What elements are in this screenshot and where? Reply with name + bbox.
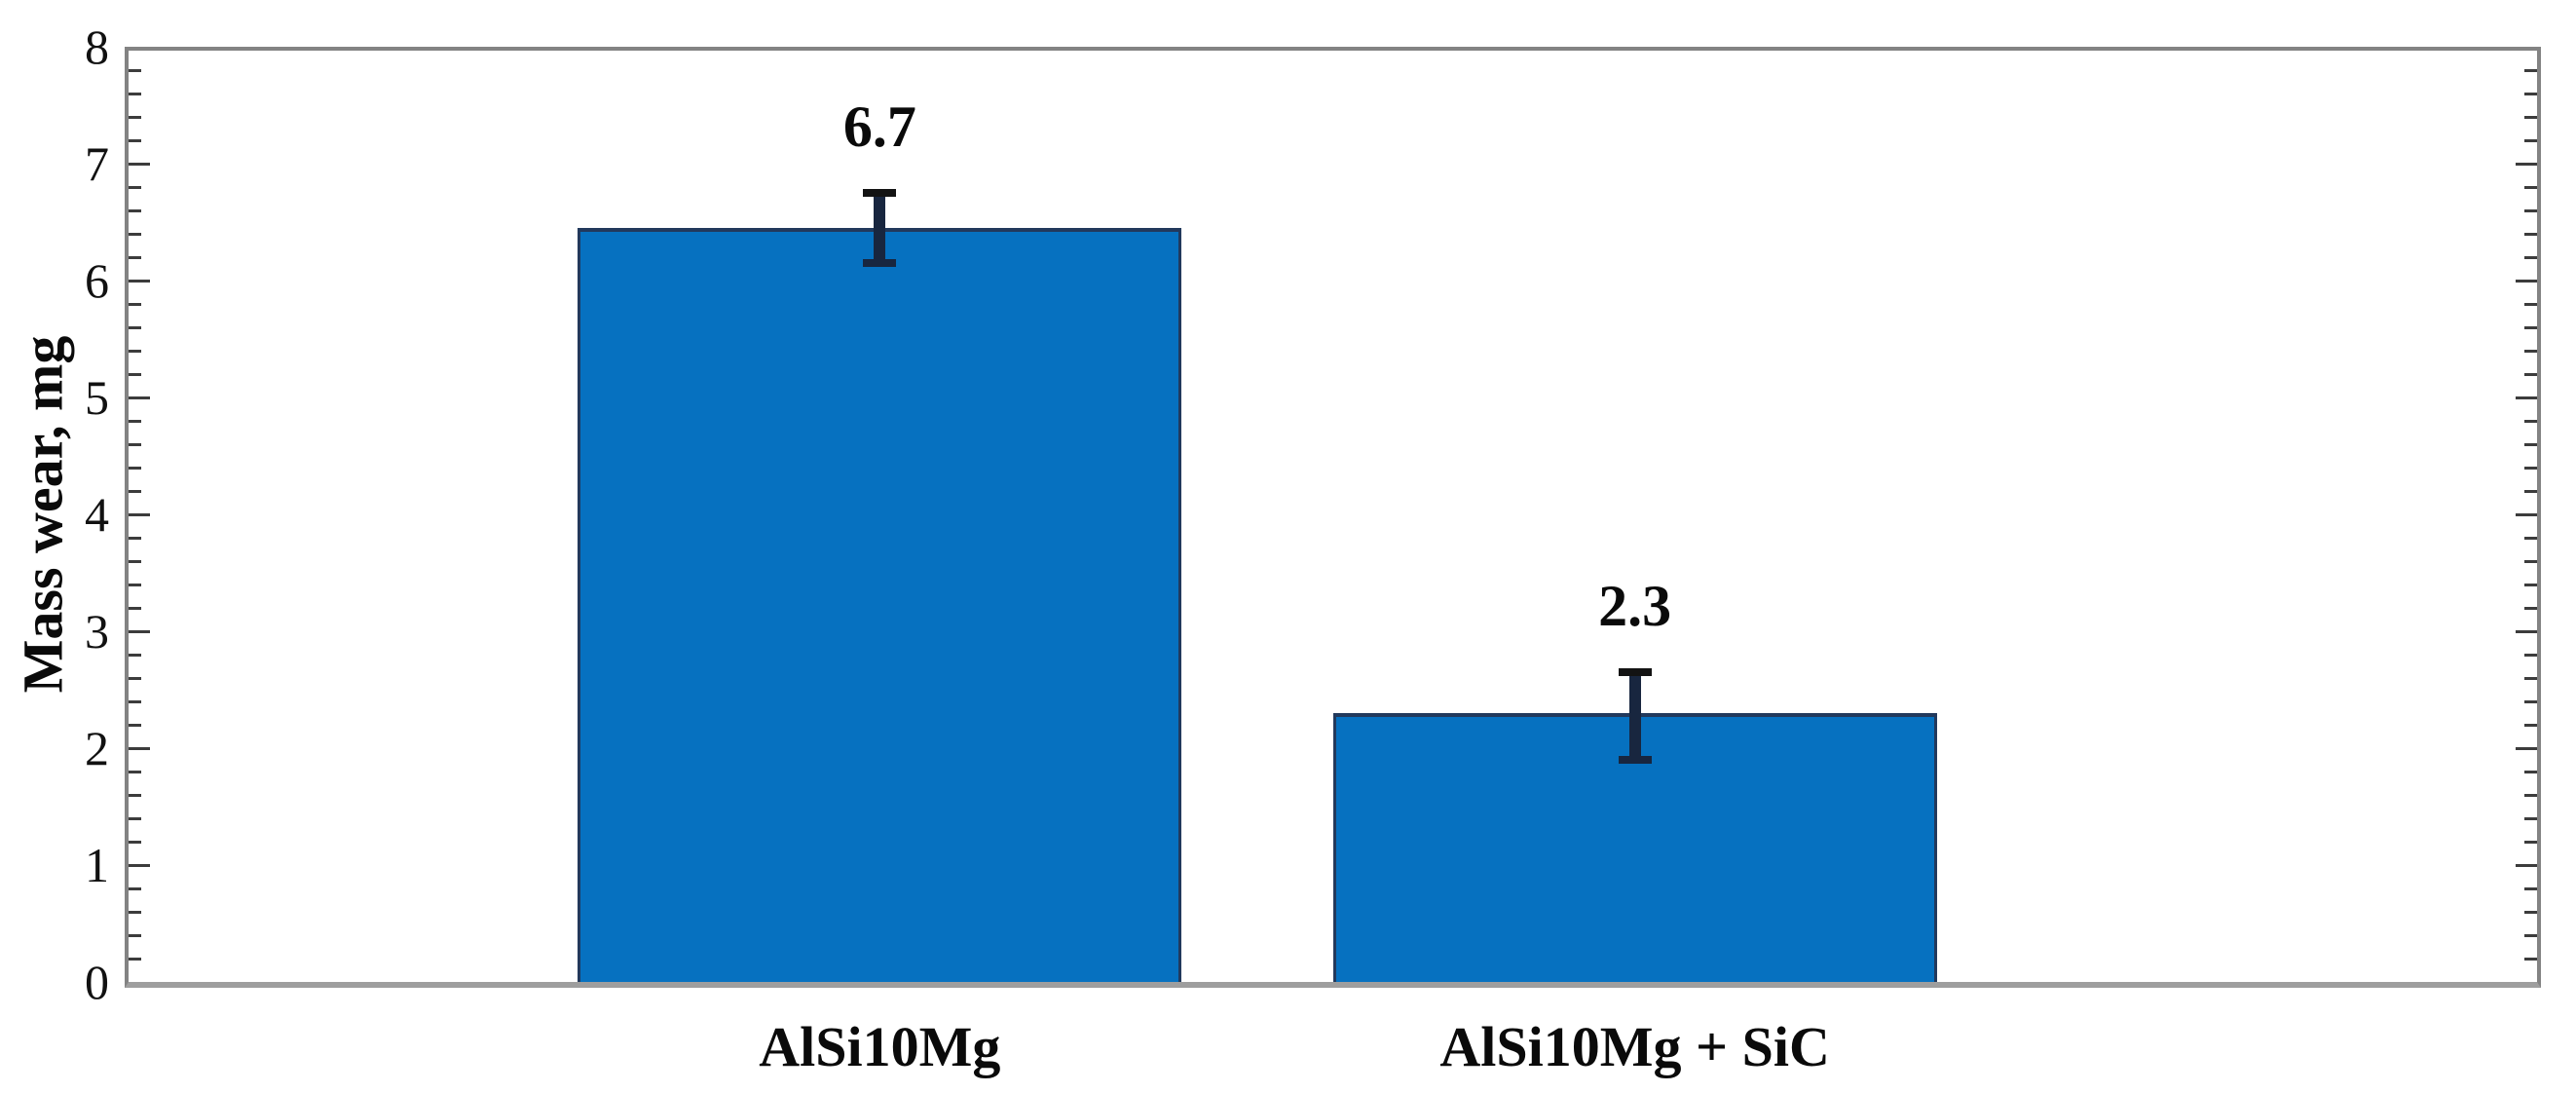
y-tick-label: 8: [85, 19, 109, 74]
error-bar-cap-top: [1619, 668, 1652, 676]
y-tick-minor-right: [2524, 350, 2537, 353]
y-tick-minor-right: [2524, 654, 2537, 657]
y-tick-minor-right: [2524, 584, 2537, 586]
y-tick-minor-left: [129, 443, 141, 446]
y-tick-minor-left: [129, 350, 141, 353]
y-tick-major-right: [2516, 747, 2537, 750]
error-bar-line: [1629, 672, 1641, 760]
y-tick-minor-left: [129, 139, 141, 142]
error-bar-cap-bottom: [1619, 756, 1652, 764]
y-tick-minor-right: [2524, 560, 2537, 563]
y-tick-major-left: [129, 163, 150, 166]
y-tick-minor-right: [2524, 700, 2537, 703]
y-tick-minor-left: [129, 467, 141, 470]
y-tick-minor-right: [2524, 771, 2537, 773]
y-tick-major-left: [129, 280, 150, 283]
y-tick-minor-right: [2524, 887, 2537, 890]
y-tick-minor-left: [129, 700, 141, 703]
y-tick-minor-right: [2524, 934, 2537, 937]
y-tick-minor-left: [129, 817, 141, 820]
y-tick-minor-left: [129, 373, 141, 376]
error-bar-cap-top: [863, 189, 896, 197]
y-tick-major-left: [129, 747, 150, 750]
y-tick-minor-right: [2524, 724, 2537, 727]
y-tick-minor-right: [2524, 958, 2537, 961]
y-tick-minor-right: [2524, 256, 2537, 259]
y-tick-minor-left: [129, 209, 141, 212]
y-tick-minor-right: [2524, 116, 2537, 119]
y-tick-minor-right: [2524, 911, 2537, 914]
data-label: 2.3: [1598, 574, 1672, 638]
y-tick-minor-right: [2524, 537, 2537, 540]
y-tick-minor-right: [2524, 490, 2537, 493]
y-tick-label: 1: [85, 838, 109, 892]
data-label: 6.7: [842, 94, 916, 159]
y-tick-major-right: [2516, 630, 2537, 633]
y-tick-label: 4: [85, 487, 109, 542]
y-tick-minor-left: [129, 584, 141, 586]
y-tick-minor-right: [2524, 303, 2537, 306]
y-tick-minor-left: [129, 958, 141, 961]
y-tick-minor-right: [2524, 139, 2537, 142]
y-tick-minor-right: [2524, 467, 2537, 470]
y-tick-minor-left: [129, 93, 141, 95]
y-tick-minor-right: [2524, 233, 2537, 236]
y-tick-minor-right: [2524, 677, 2537, 680]
y-tick-minor-left: [129, 186, 141, 189]
y-tick-major-right: [2516, 163, 2537, 166]
y-tick-minor-right: [2524, 443, 2537, 446]
y-tick-major-left: [129, 513, 150, 516]
y-tick-minor-right: [2524, 794, 2537, 797]
y-tick-minor-left: [129, 887, 141, 890]
x-category-label: AlSi10Mg: [759, 1015, 1001, 1078]
y-tick-major-left: [129, 864, 150, 867]
y-tick-label: 5: [85, 370, 109, 425]
y-tick-major-right: [2516, 280, 2537, 283]
y-tick-minor-left: [129, 724, 141, 727]
y-tick-major-right: [2516, 396, 2537, 399]
y-tick-minor-right: [2524, 209, 2537, 212]
y-tick-major-right: [2516, 864, 2537, 867]
y-tick-label: 3: [85, 604, 109, 659]
y-tick-minor-left: [129, 256, 141, 259]
y-tick-minor-right: [2524, 326, 2537, 329]
y-tick-minor-right: [2524, 607, 2537, 610]
y-tick-major-left: [129, 396, 150, 399]
y-tick-minor-right: [2524, 93, 2537, 95]
error-bar-cap-bottom: [863, 259, 896, 267]
y-tick-minor-left: [129, 560, 141, 563]
y-tick-minor-left: [129, 934, 141, 937]
y-tick-major-left: [129, 630, 150, 633]
y-tick-label: 0: [85, 955, 109, 1009]
y-tick-minor-left: [129, 841, 141, 844]
x-category-label: AlSi10Mg + SiC: [1439, 1015, 1830, 1078]
y-tick-minor-left: [129, 607, 141, 610]
y-tick-minor-left: [129, 490, 141, 493]
y-tick-minor-left: [129, 69, 141, 72]
y-tick-minor-left: [129, 794, 141, 797]
y-tick-label: 2: [85, 721, 109, 775]
y-tick-minor-left: [129, 537, 141, 540]
y-tick-label: 7: [85, 136, 109, 191]
y-tick-minor-left: [129, 233, 141, 236]
y-tick-minor-right: [2524, 373, 2537, 376]
y-tick-minor-left: [129, 116, 141, 119]
y-tick-minor-left: [129, 326, 141, 329]
y-tick-minor-left: [129, 420, 141, 423]
y-tick-minor-left: [129, 911, 141, 914]
y-tick-label: 6: [85, 253, 109, 308]
error-bar-line: [874, 193, 885, 263]
bar: [578, 228, 1181, 986]
y-tick-minor-left: [129, 677, 141, 680]
y-tick-minor-right: [2524, 420, 2537, 423]
y-tick-minor-left: [129, 771, 141, 773]
y-tick-minor-left: [129, 303, 141, 306]
y-tick-minor-right: [2524, 817, 2537, 820]
y-tick-minor-right: [2524, 186, 2537, 189]
y-tick-major-right: [2516, 513, 2537, 516]
y-tick-minor-left: [129, 654, 141, 657]
y-tick-minor-right: [2524, 841, 2537, 844]
y-tick-minor-right: [2524, 69, 2537, 72]
